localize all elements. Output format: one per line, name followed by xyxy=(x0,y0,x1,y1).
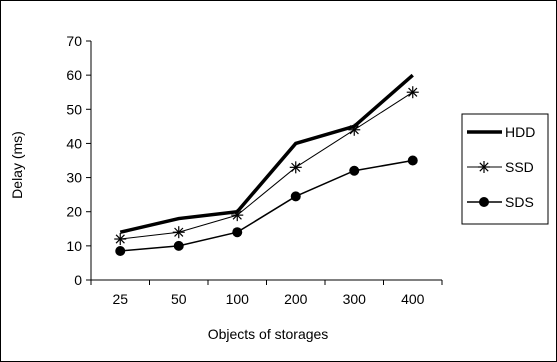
data-point-sds xyxy=(290,191,301,202)
x-tick-label: 200 xyxy=(284,291,308,307)
data-point-sds xyxy=(232,227,243,238)
marker-stroke xyxy=(408,87,418,97)
plot-area: 0 10 20 30 40 50 60 70 25 50 100 200 300 400 xyxy=(66,33,443,307)
y-tick-label: 30 xyxy=(66,170,82,186)
y-axis-label: Delay (ms) xyxy=(9,131,25,199)
marker-stroke xyxy=(291,162,301,172)
data-point-ssd xyxy=(348,123,361,136)
x-tick-label: 50 xyxy=(171,291,187,307)
marker-stroke xyxy=(349,125,359,135)
series-line-hdd xyxy=(119,73,414,234)
x-tick-label: 25 xyxy=(112,291,128,307)
y-tick-label: 60 xyxy=(66,67,82,83)
marker-stroke xyxy=(115,234,125,244)
x-tick-label: 400 xyxy=(401,291,425,307)
legend: HDD SSD SDS xyxy=(461,113,549,225)
data-point-ssd xyxy=(231,209,244,222)
data-point-sds xyxy=(173,240,184,251)
y-tick-label: 10 xyxy=(66,238,82,254)
y-tick-label: 70 xyxy=(66,33,82,49)
marker-stroke xyxy=(174,227,184,237)
data-point-sds xyxy=(407,155,418,166)
legend-label-ssd: SSD xyxy=(505,159,534,175)
legend-marker-ssd xyxy=(478,161,490,173)
legend-label-hdd: HDD xyxy=(505,124,535,140)
data-point-sds xyxy=(349,165,360,176)
x-tick-label: 100 xyxy=(226,291,250,307)
legend-label-sds: SDS xyxy=(505,194,534,210)
y-tick-label: 0 xyxy=(74,272,82,288)
y-tick-label: 40 xyxy=(66,135,82,151)
y-tick-label: 50 xyxy=(66,101,82,117)
x-axis-label: Objects of storages xyxy=(208,326,329,342)
series-line-ssd xyxy=(120,91,414,240)
data-point-ssd xyxy=(406,86,419,99)
series-line-sds xyxy=(120,159,413,252)
y-tick-label: 20 xyxy=(66,204,82,220)
x-tick-label: 300 xyxy=(343,291,367,307)
data-point-ssd xyxy=(114,233,127,246)
marker-stroke xyxy=(479,162,489,172)
data-point-ssd xyxy=(172,226,185,239)
legend-marker-sds xyxy=(479,197,489,207)
marker-stroke xyxy=(232,210,242,220)
data-point-sds xyxy=(115,245,126,256)
data-point-ssd xyxy=(289,161,302,174)
